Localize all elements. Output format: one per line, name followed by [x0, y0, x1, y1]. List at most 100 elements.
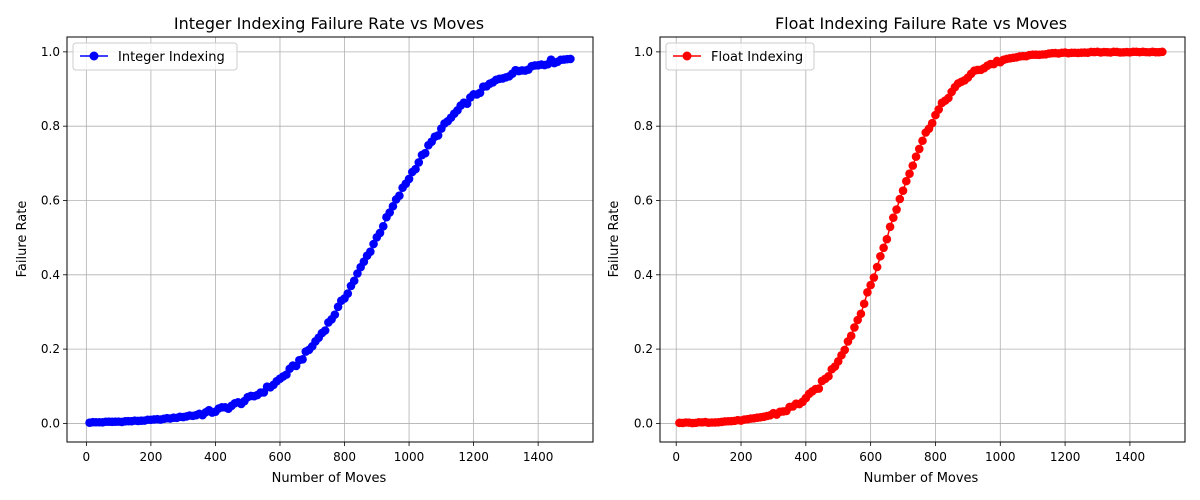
x-tick-label: 0 [672, 450, 680, 464]
data-point [433, 131, 443, 140]
y-tick-label: 1.0 [41, 45, 60, 59]
x-tick-label: 1400 [523, 450, 554, 464]
x-tick-label: 1400 [1115, 450, 1146, 464]
data-point [863, 288, 872, 297]
data-point [869, 273, 879, 282]
data-point [375, 228, 385, 238]
data-point [320, 326, 330, 335]
y-tick-label: 0.2 [634, 342, 653, 356]
data-point [298, 355, 307, 364]
axis-ticks: 0 200 400 600 800 1000 1200 1400 0.0 0.2 0.4 0.6 0.8… [41, 45, 554, 464]
data-point [343, 289, 353, 298]
legend-box [665, 42, 815, 71]
data-point [927, 118, 937, 128]
data-point [914, 144, 924, 154]
y-tick-label: 0.0 [634, 416, 653, 430]
x-tick-label: 600 [269, 450, 292, 464]
y-tick-label: 0.8 [41, 119, 60, 133]
y-tick-label: 0.0 [41, 416, 60, 430]
data-point [414, 158, 424, 167]
legend: Float Indexing [665, 42, 815, 71]
x-tick-label: 1000 [985, 450, 1016, 464]
plot-area [660, 37, 1185, 442]
data-point [330, 310, 340, 319]
x-tick-label: 400 [204, 450, 227, 464]
data-point [462, 99, 472, 109]
legend-box [72, 42, 238, 71]
chart-title: Integer Indexing Failure Rate vs Moves [174, 14, 484, 33]
data-point [824, 371, 833, 381]
y-tick-label: 0.4 [41, 268, 60, 282]
data-point [404, 174, 414, 184]
grid [660, 37, 1185, 442]
x-tick-label: 800 [924, 450, 947, 464]
y-tick-label: 0.8 [634, 119, 653, 133]
chart-panel-integer: Integer Indexing Failure Rate vs Moves 0… [15, 14, 594, 486]
chart-panel-float: Float Indexing Failure Rate vs Moves 0 20… [607, 14, 1186, 486]
grid [67, 37, 593, 442]
data-point [902, 176, 911, 186]
x-axis-label: Number of Moves [272, 471, 387, 486]
x-tick-label: 1200 [458, 450, 489, 464]
x-tick-label: 0 [83, 450, 91, 464]
data-point [378, 221, 388, 231]
data-point [850, 323, 859, 332]
data-point [856, 309, 866, 319]
y-tick-label: 0.4 [634, 268, 653, 282]
data-point [369, 239, 378, 249]
x-tick-label: 200 [139, 450, 162, 464]
legend-label: Integer Indexing [118, 50, 225, 65]
y-tick-label: 0.2 [41, 342, 60, 356]
legend-marker [89, 51, 99, 61]
y-axis-label: Failure Rate [607, 201, 622, 278]
data-point [840, 345, 850, 355]
data-point [388, 201, 398, 211]
data-point [895, 194, 905, 204]
data-point [898, 186, 908, 195]
data-point [411, 164, 420, 174]
data-point [911, 152, 921, 161]
series-integer-indexing [85, 54, 575, 428]
x-tick-label: 800 [333, 450, 356, 464]
data-point [866, 280, 875, 290]
x-tick-label: 200 [730, 450, 753, 464]
x-tick-label: 1000 [394, 450, 425, 464]
data-point [882, 234, 892, 244]
data-point [420, 148, 430, 158]
data-point [814, 384, 824, 393]
legend-marker [682, 51, 692, 61]
data-point [905, 169, 914, 179]
data-point [876, 251, 885, 261]
data-point [879, 243, 888, 253]
legend: Integer Indexing [72, 42, 238, 71]
data-point [395, 191, 404, 200]
data-point [889, 213, 898, 222]
y-tick-label: 0.6 [634, 193, 653, 207]
data-point [892, 205, 901, 214]
x-tick-label: 600 [859, 450, 882, 464]
data-point [918, 136, 927, 146]
data-point [1158, 47, 1167, 57]
y-axis-label: Failure Rate [15, 201, 30, 278]
data-point [908, 161, 918, 170]
plot-frame [66, 36, 594, 443]
x-tick-label: 1200 [1050, 450, 1081, 464]
data-point [353, 269, 362, 278]
data-point [349, 276, 359, 286]
plot-frame [659, 36, 1186, 443]
data-point [846, 331, 856, 341]
data-point [934, 105, 943, 114]
data-point [872, 262, 882, 272]
data-point [366, 247, 375, 256]
plot-area [67, 37, 593, 442]
data-point [566, 54, 575, 64]
legend-label: Float Indexing [711, 50, 803, 65]
y-tick-label: 1.0 [634, 45, 653, 59]
chart-title: Float Indexing Failure Rate vs Moves [775, 14, 1067, 33]
y-tick-label: 0.6 [41, 193, 60, 207]
data-point [859, 299, 869, 309]
x-tick-label: 400 [794, 450, 817, 464]
series-float-indexing [675, 47, 1167, 428]
data-point [885, 222, 895, 232]
